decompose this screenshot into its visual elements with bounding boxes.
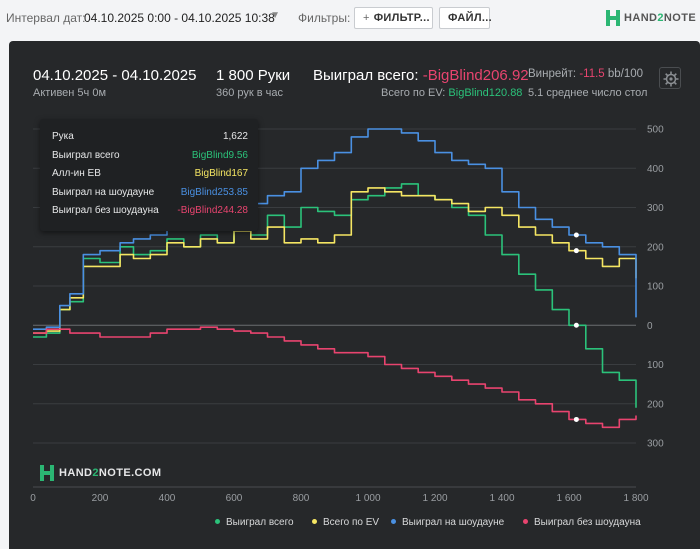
ev-total-value: BigBlind120.88 <box>448 87 523 99</box>
watermark-logo-icon <box>40 465 54 481</box>
profit-chart[interactable]: 500 400 300 200 100 0 100 200 300 0 200 400 600 800 1… <box>9 41 700 511</box>
winrate-value: -11.5 <box>579 68 605 80</box>
file-button-label: ФАЙЛ... <box>448 12 492 24</box>
filter-button[interactable]: + ФИЛЬТР... <box>354 7 433 29</box>
ev-total: Всего по EV: BigBlind120.88 <box>381 87 522 99</box>
hover-point <box>573 232 579 238</box>
hands-count: 1 800 Руки <box>216 67 291 84</box>
watermark: HAND2NOTE.COM <box>40 465 161 481</box>
tooltip-label: Выиграл без шоудауна <box>52 205 159 216</box>
hover-point <box>573 248 579 254</box>
legend-label: Выиграл без шоудауна <box>534 517 641 528</box>
y-tick-label: 500 <box>647 125 664 136</box>
legend-dot-icon <box>312 518 317 524</box>
gear-icon <box>663 71 679 87</box>
x-tick-label: 0 <box>30 493 36 504</box>
graph-panel: 04.10.2025 - 04.10.2025 Активен 5ч 0м 1 … <box>9 41 700 549</box>
winrate-unit: bb/100 <box>607 68 644 80</box>
hands-rate: 360 рук в час <box>216 87 284 99</box>
legend-item[interactable]: Выиграл без шоудауна <box>523 517 641 528</box>
series-line <box>33 326 637 429</box>
tooltip-row: Алл-ин ЕВ BigBlind167 <box>52 168 248 182</box>
tooltip-value: -BigBlind244.28 <box>177 205 248 216</box>
legend-label: Выиграл всего <box>226 517 294 528</box>
winrate: Винрейт: -11.5 bb/100 <box>528 68 643 80</box>
hover-point <box>573 322 579 328</box>
tooltip-label: Алл-ин ЕВ <box>52 168 101 179</box>
tooltip-row: Выиграл без шоудауна -BigBlind244.28 <box>52 205 248 219</box>
legend-item[interactable]: Выиграл на шоудауне <box>391 517 504 528</box>
won-total: Выиграл всего: -BigBlind206.92 <box>313 67 529 84</box>
interval-label: Интервал дат: <box>6 11 86 25</box>
legend-dot-icon <box>523 518 528 524</box>
file-button[interactable]: ФАЙЛ... <box>439 7 492 29</box>
tooltip-row: Выиграл на шоудауне BigBlind253.85 <box>52 187 248 201</box>
x-tick-label: 600 <box>226 493 243 504</box>
hover-tooltip: Рука 1,622 Выиграл всего BigBlind9.56 Алл-ин… <box>40 119 258 231</box>
y-tick-label: 300 <box>647 439 664 450</box>
y-tick-label: 300 <box>647 203 664 214</box>
tooltip-label: Выиграл всего <box>52 149 120 161</box>
x-tick-label: 1 200 <box>422 493 447 504</box>
ev-total-label: Всего по EV: <box>381 87 446 99</box>
tooltip-value: BigBlind167 <box>194 168 248 179</box>
series-line <box>33 187 637 334</box>
x-tick-label: 1 600 <box>556 493 581 504</box>
filters-label: Фильтры: <box>298 11 351 25</box>
x-tick-label: 400 <box>159 493 176 504</box>
x-axis: 0 200 400 600 800 1 000 1 200 1 400 1 600 1 800 <box>30 486 649 504</box>
tooltip-value: 1,622 <box>222 131 248 142</box>
logo-icon <box>606 10 620 26</box>
plus-icon: + <box>363 12 370 24</box>
toolbar: Интервал дат: 04.10.2025 0:00 - 04.10.20… <box>0 0 700 40</box>
series-line <box>33 128 637 330</box>
logo-text: HAND2NOTE <box>624 12 697 24</box>
won-total-value: -BigBlind206.92 <box>422 67 529 84</box>
tooltip-row: Рука 1,622 <box>52 131 248 145</box>
tooltip-value: BigBlind253.85 <box>180 186 248 198</box>
y-tick-label: 100 <box>647 360 664 371</box>
avg-tables: 5.1 среднее число стол <box>528 87 648 99</box>
y-tick-label: 200 <box>647 242 664 253</box>
legend-item[interactable]: Выиграл всего <box>215 517 294 528</box>
y-tick-label: 400 <box>647 164 664 175</box>
filter-button-label: ФИЛЬТР... <box>373 12 430 24</box>
tooltip-value: BigBlind9.56 <box>191 149 248 161</box>
date-interval-value: 04.10.2025 0:00 - 04.10.2025 10:38 <box>84 11 275 25</box>
x-tick-label: 1 800 <box>623 493 648 504</box>
legend-item[interactable]: Всего по EV <box>312 517 379 528</box>
x-tick-label: 200 <box>92 493 109 504</box>
winrate-label: Винрейт: <box>528 68 577 80</box>
app-logo: HAND2NOTE <box>606 8 696 28</box>
y-tick-label: 100 <box>647 282 664 293</box>
chevron-down-icon: ▼ <box>270 10 280 21</box>
legend-dot-icon <box>391 518 396 524</box>
settings-button[interactable] <box>659 67 681 89</box>
chart-legend: Выиграл всего Всего по EV Выиграл на шоуда… <box>9 517 700 531</box>
date-range: 04.10.2025 - 04.10.2025 <box>33 67 197 84</box>
watermark-text: HAND2NOTE.COM <box>59 467 162 479</box>
legend-dot-icon <box>215 518 220 524</box>
x-tick-label: 800 <box>293 493 310 504</box>
hover-point <box>573 416 579 422</box>
series-line <box>33 183 637 408</box>
y-axis: 500 400 300 200 100 0 100 200 300 <box>647 125 664 450</box>
x-tick-label: 1 400 <box>489 493 514 504</box>
date-interval-select[interactable]: 04.10.2025 0:00 - 04.10.2025 10:38 ▼ <box>84 6 284 28</box>
tooltip-label: Выиграл на шоудауне <box>52 186 155 198</box>
y-tick-label: 0 <box>647 321 653 332</box>
series-lines <box>33 128 637 429</box>
y-tick-label: 200 <box>647 399 664 410</box>
tooltip-row: Выиграл всего BigBlind9.56 <box>52 150 248 164</box>
legend-label: Всего по EV <box>323 517 380 528</box>
tooltip-label: Рука <box>52 131 74 142</box>
won-total-label: Выиграл всего: <box>313 67 419 84</box>
x-tick-label: 1 000 <box>355 493 380 504</box>
active-time: Активен 5ч 0м <box>33 87 107 99</box>
legend-label: Выиграл на шоудауне <box>402 517 505 528</box>
